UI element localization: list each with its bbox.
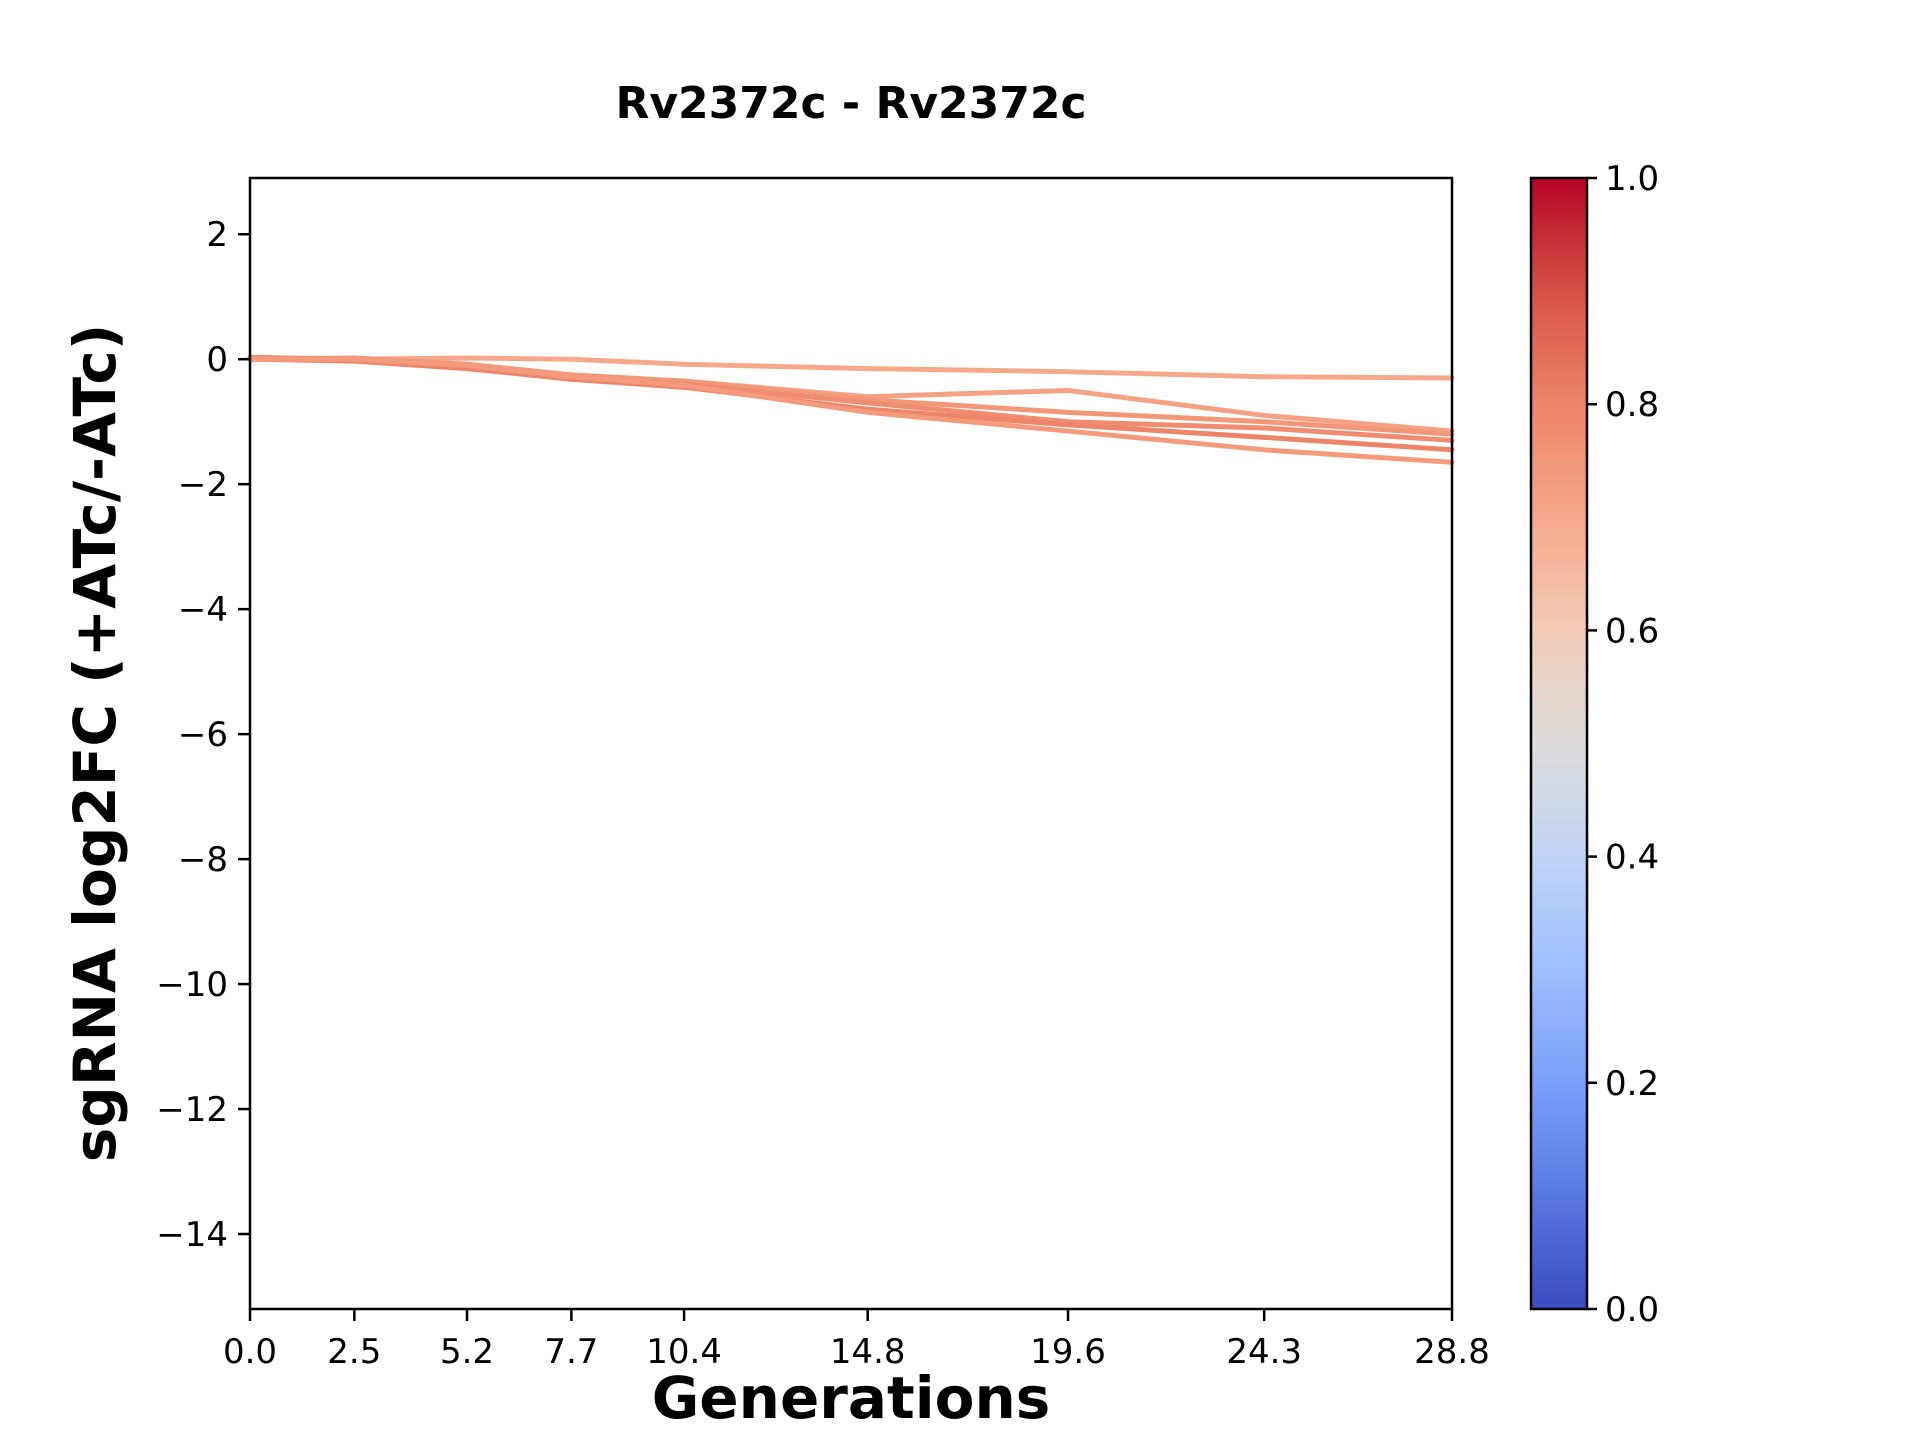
chart-title: Rv2372c - Rv2372c [615,78,1087,129]
colorbar-tick-label: 0.2 [1605,1064,1659,1104]
x-tick-label: 10.4 [646,1332,722,1372]
x-tick-label: 14.8 [830,1332,906,1372]
x-tick-label: 5.2 [440,1332,494,1372]
y-tick-label: −14 [156,1215,228,1255]
series-line [247,356,1455,465]
y-tick-label: 2 [206,215,228,255]
series-line [247,356,1455,453]
y-tick-label: −8 [178,840,228,880]
y-tick-label: −12 [156,1090,228,1130]
y-tick-label: −10 [156,965,228,1005]
colorbar-tick-label: 0.0 [1605,1290,1659,1330]
y-tick-label: −6 [178,715,228,755]
x-tick-label: 7.7 [544,1332,598,1372]
x-tick-label: 24.3 [1226,1332,1302,1372]
x-tick-label: 0.0 [223,1332,277,1372]
colorbar-tick-label: 0.6 [1605,611,1659,651]
colorbar-tick-label: 1.0 [1605,159,1659,199]
y-tick-label: −4 [178,590,228,630]
y-tick-label: 0 [206,340,228,380]
colorbar-tick-label: 0.4 [1605,838,1659,878]
axes-spines [248,176,1454,1311]
x-tick-label: 28.8 [1414,1332,1490,1372]
x-tick-label: 2.5 [327,1332,381,1372]
x-axis-label: Generations [651,1364,1051,1432]
colorbar-tick-label: 0.8 [1605,385,1659,425]
y-tick-label: −2 [178,465,228,505]
colorbar [1529,176,1589,1311]
x-tick-label: 19.6 [1030,1332,1106,1372]
